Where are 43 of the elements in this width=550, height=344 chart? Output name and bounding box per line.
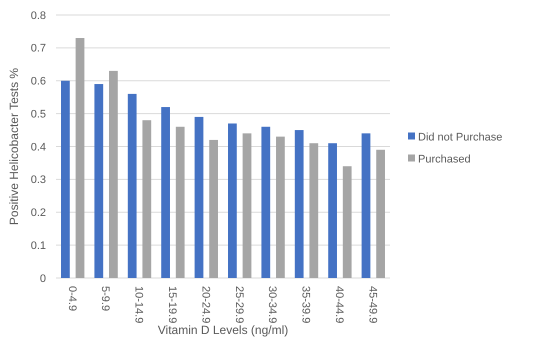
bar: [342, 166, 352, 278]
x-tick-label: 10-14.9: [132, 286, 145, 324]
x-tick-label: 30-34.9: [266, 286, 278, 324]
bar: [362, 133, 370, 278]
bar: [376, 150, 385, 278]
y-tick-label: 0.1: [30, 240, 46, 252]
x-tick-label: 15-19.9: [166, 286, 178, 324]
bar: [276, 136, 285, 278]
y-tick-label: 0.6: [30, 76, 46, 88]
bar: [128, 94, 137, 278]
bar: [161, 107, 170, 278]
bar: [94, 84, 104, 278]
bar: [61, 80, 70, 278]
bar: [194, 116, 204, 278]
x-tick-label: 25-29.9: [232, 286, 245, 324]
bar: [294, 130, 304, 278]
legend-label: Purchased: [418, 153, 471, 166]
y-tick-label: 0.2: [30, 207, 46, 220]
x-tick-label: 35-39.9: [300, 286, 312, 324]
x-tick-label: 45-49.9: [366, 286, 378, 324]
x-tick-label: 0-4.9: [66, 286, 78, 312]
bar: [328, 143, 337, 278]
bar: [76, 38, 84, 278]
bar: [209, 140, 218, 278]
x-tick-label: 20-24.9: [199, 286, 212, 324]
bar: [176, 126, 185, 278]
bar: [242, 133, 252, 278]
x-tick-label: 5-9.9: [99, 286, 112, 312]
bar: [109, 70, 118, 278]
y-tick-label: 0: [40, 272, 46, 285]
y-tick-label: 0.5: [30, 108, 46, 120]
bar: [228, 123, 237, 278]
x-axis-title: Vitamin D Levels (ng/ml): [158, 323, 288, 337]
y-axis-title: Positive Helicobacter Tests %: [7, 68, 21, 226]
y-tick-label: 0.7: [30, 42, 46, 55]
y-tick-label: 0.4: [30, 141, 46, 154]
bar: [261, 126, 270, 278]
bar: [309, 143, 318, 278]
legend-label: Did not Purchase: [418, 131, 502, 144]
bar: [142, 120, 152, 278]
y-tick-label: 0.3: [30, 174, 46, 186]
x-tick-label: 40-44.9: [333, 286, 346, 324]
y-tick-label: 0.8: [30, 10, 46, 22]
